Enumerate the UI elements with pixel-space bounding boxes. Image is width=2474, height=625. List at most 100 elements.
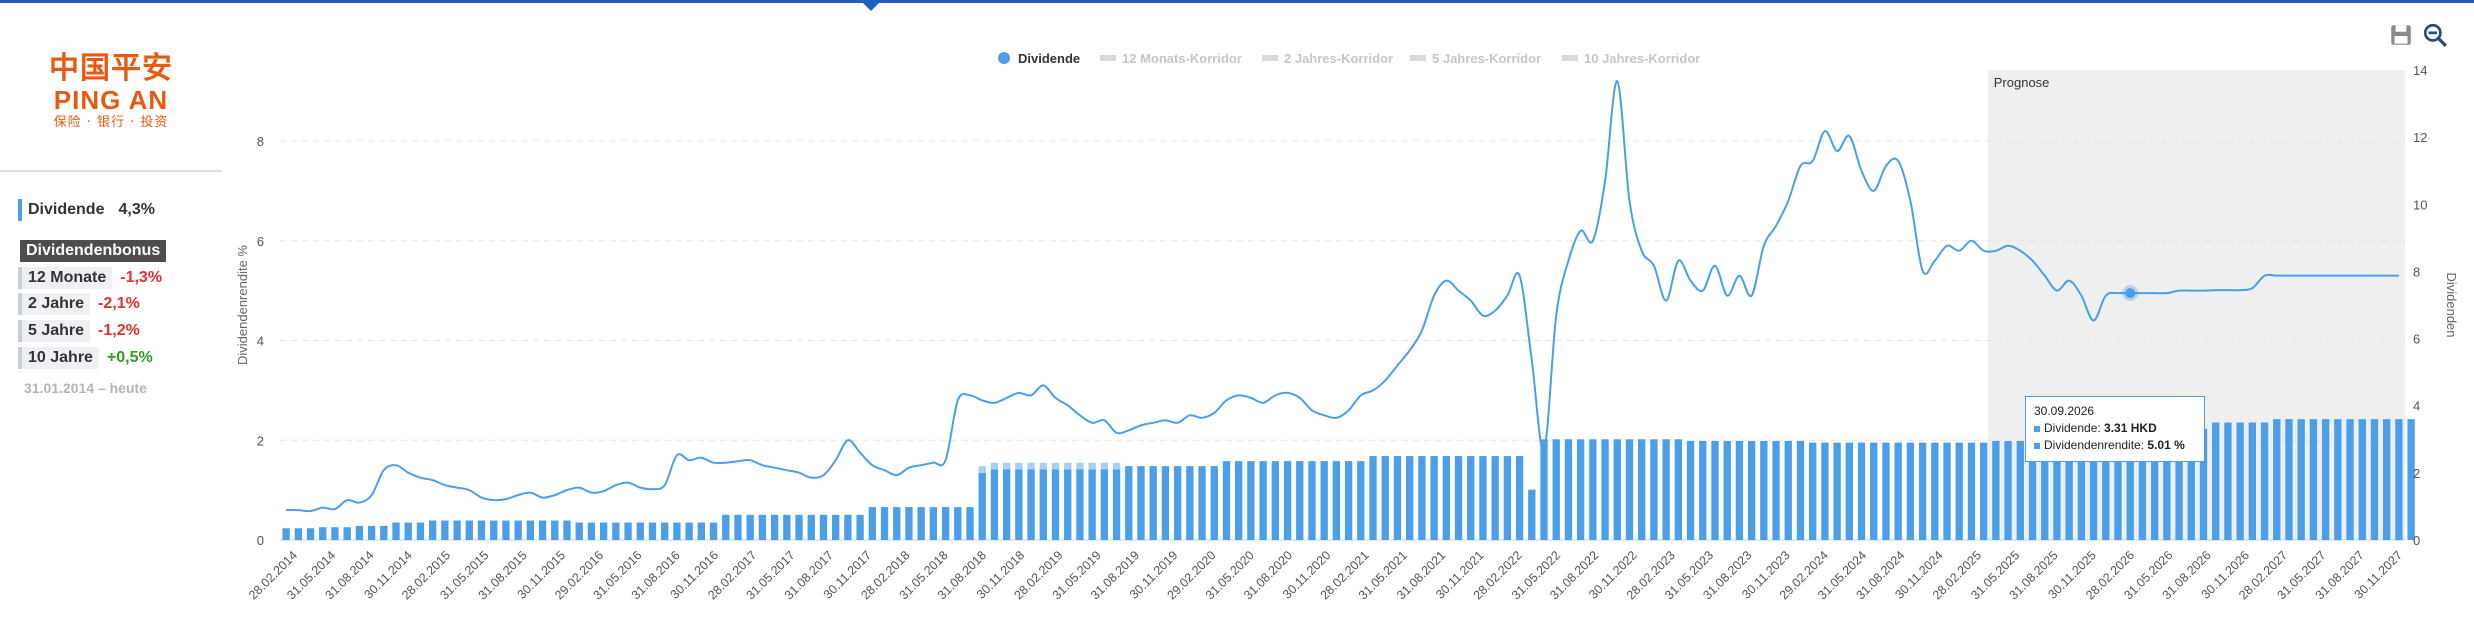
tooltip-dividend-label: Dividende:	[2044, 421, 2105, 435]
dividend-bar	[1112, 469, 1121, 540]
dividend-bar	[1528, 489, 1536, 540]
dividend-bar	[1064, 469, 1072, 540]
y-tick-right: 4	[2413, 399, 2420, 414]
legend-marker	[1562, 55, 1578, 61]
dividend-bar	[795, 514, 803, 540]
dividend-bar	[441, 520, 449, 540]
dividend-bar	[2273, 419, 2281, 540]
dividend-bar	[1296, 461, 1304, 540]
dividend-bar	[868, 507, 876, 540]
dividend-bar	[1747, 440, 1756, 540]
dividend-bar	[1430, 456, 1438, 540]
dividend-bar-extra	[1064, 462, 1072, 470]
tooltip-dividend-value: 3.31 HKD	[2104, 421, 2157, 435]
dividend-bar	[2395, 419, 2403, 540]
dividend-bar	[673, 522, 681, 540]
bonus-row-10y[interactable]: 10 Jahre +0,5%	[18, 346, 153, 370]
dividend-bar	[1247, 461, 1255, 540]
dividend-bar	[563, 520, 571, 540]
legend-item: Dividende	[1018, 51, 1080, 66]
dividend-bar-extra	[1002, 462, 1011, 470]
dividend-bar	[770, 514, 779, 540]
dividend-bar	[2077, 437, 2086, 540]
dividend-bar	[929, 507, 938, 540]
y-tick-left: 4	[257, 334, 264, 349]
y-axis-title-left: Dividendenrendite %	[235, 245, 250, 365]
dividend-bar	[1381, 456, 1389, 540]
dividend-bar	[306, 528, 315, 540]
dividend-bar	[2199, 428, 2208, 540]
dividend-bar	[648, 522, 657, 540]
dividend-bar	[1601, 439, 1609, 540]
dividend-bar	[2248, 422, 2257, 540]
dividend-bar	[2138, 429, 2147, 540]
bonus-row-12m[interactable]: 12 Monate -1,3%	[18, 266, 162, 290]
y-tick-left: 8	[257, 134, 264, 149]
dividend-bar	[2297, 419, 2305, 540]
dividend-bar	[1137, 466, 1145, 540]
y-tick-right: 10	[2413, 197, 2427, 212]
y-tick-right: 8	[2413, 264, 2420, 279]
highlight-point	[2125, 288, 2136, 299]
dividend-bar	[1857, 442, 1866, 540]
dividend-bar-extra	[1112, 462, 1121, 470]
dividend-bar	[514, 520, 522, 540]
dividend-bar	[2102, 435, 2110, 540]
dividend-bar	[1027, 469, 1035, 540]
dividend-bar	[819, 514, 828, 540]
dividend-bar	[404, 522, 412, 540]
axis-titles: Dividendenrendite % Dividenden	[235, 245, 2459, 365]
dividend-metric[interactable]: Dividende 4,3%	[18, 198, 155, 222]
dividend-bar	[1369, 456, 1377, 540]
dividend-bar	[1002, 469, 1011, 540]
zoom-out-icon[interactable]	[2422, 22, 2448, 48]
dividend-bar	[941, 507, 950, 540]
dividend-bar	[1931, 442, 1939, 540]
dividend-bar	[1625, 439, 1634, 540]
dividend-bar	[1980, 442, 1988, 540]
bonus-row-label: 10 Jahre	[18, 347, 99, 369]
bonus-row-value: +0,5%	[106, 349, 153, 366]
dividend-bar	[685, 522, 693, 540]
dividend-bar	[1870, 442, 1878, 540]
dividend-bar	[2346, 419, 2354, 540]
dividend-bar	[832, 514, 840, 540]
dividend-bar	[1393, 456, 1402, 540]
dividend-bar	[1735, 440, 1744, 540]
y-tick-right: 2	[2413, 466, 2420, 481]
dividend-bar	[2187, 428, 2195, 540]
dividend-bar	[538, 520, 547, 540]
dividend-bar	[1540, 439, 1548, 540]
tooltip-date: 30.09.2026	[2034, 404, 2095, 418]
bonus-row-value: -1,3%	[120, 269, 163, 286]
dividend-bar	[343, 527, 351, 540]
dividend-bar	[2309, 419, 2318, 540]
dividend-bar	[1320, 461, 1328, 540]
dividend-bar	[2175, 428, 2183, 540]
dividend-bar	[2028, 440, 2037, 540]
bonus-row-2y[interactable]: 2 Jahre -2,1%	[18, 292, 140, 316]
dividend-bar	[1479, 456, 1487, 540]
dividend-bar	[331, 527, 339, 540]
dividend-bar	[2212, 422, 2220, 540]
chart-tooltip: 30.09.2026 Dividende: 3.31 HKD Dividende…	[2025, 396, 2205, 462]
top-accent-notch	[862, 2, 880, 11]
dividend-bar	[2334, 419, 2342, 540]
dividend-bar	[319, 527, 327, 540]
dividend-bar	[2053, 437, 2061, 540]
dividend-bar	[1760, 440, 1768, 540]
dividend-bar	[1454, 456, 1463, 540]
x-axis: 28.02.201431.05.201431.08.201430.11.2014…	[246, 548, 2405, 602]
dividend-bar	[1344, 461, 1353, 540]
bonus-row-value: -1,2%	[98, 322, 140, 339]
bonus-row-value: -2,1%	[98, 295, 140, 312]
date-range-label: 31.01.2014 – heute	[24, 380, 147, 396]
dividend-bar-extra	[1027, 462, 1035, 470]
dividend-bar	[1015, 469, 1023, 540]
dividend-bar	[1894, 442, 1902, 540]
save-icon[interactable]	[2388, 22, 2414, 48]
bonus-row-5y[interactable]: 5 Jahre -1,2%	[18, 319, 140, 343]
forecast-area: Prognose	[1987, 70, 2405, 540]
dividend-bar	[587, 522, 596, 540]
